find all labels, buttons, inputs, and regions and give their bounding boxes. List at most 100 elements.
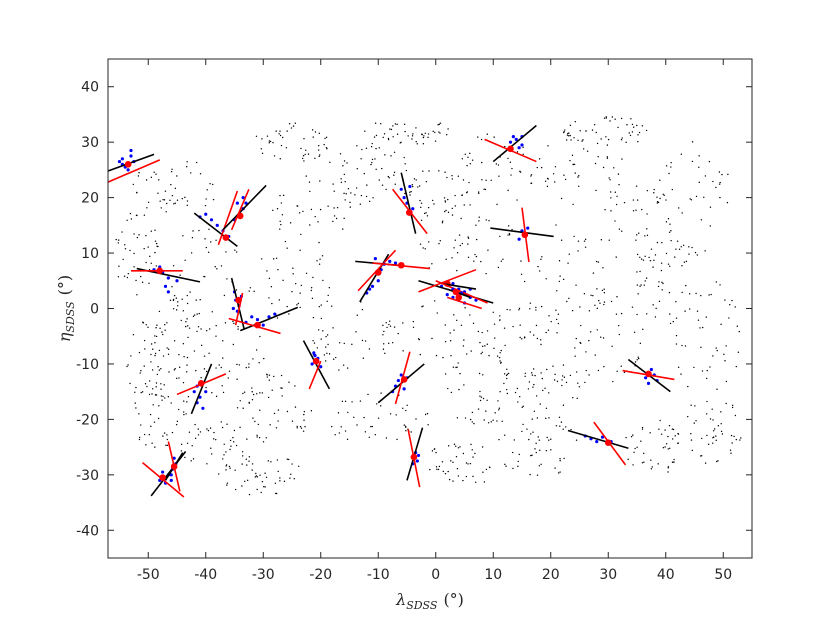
group [490, 207, 554, 263]
background-point [719, 181, 721, 184]
background-point [215, 239, 217, 242]
background-point [595, 131, 597, 134]
background-point [597, 155, 599, 158]
background-point [169, 299, 172, 302]
background-point [555, 318, 558, 321]
background-point [546, 436, 548, 439]
background-point [445, 134, 448, 136]
background-point [519, 170, 521, 173]
background-point [165, 444, 167, 447]
background-point [368, 348, 371, 350]
background-point [335, 217, 338, 220]
background-point [279, 158, 281, 160]
background-point [383, 343, 385, 345]
background-point [164, 397, 166, 399]
background-point [277, 269, 279, 271]
background-point [660, 433, 663, 435]
background-point [124, 244, 126, 246]
background-point [594, 162, 597, 165]
background-point [674, 256, 676, 258]
background-point [310, 286, 313, 289]
background-point [675, 334, 678, 337]
background-point [510, 174, 512, 176]
background-point [459, 446, 461, 448]
background-point [320, 338, 322, 340]
background-point [588, 339, 590, 342]
background-point [235, 289, 238, 291]
background-point [640, 258, 643, 260]
background-point [225, 251, 227, 253]
background-point [255, 135, 258, 138]
background-point [218, 364, 220, 366]
background-point [222, 391, 225, 394]
background-point [712, 355, 714, 357]
background-point [495, 163, 498, 165]
background-point [603, 117, 606, 119]
background-point [639, 270, 641, 273]
background-point [419, 199, 421, 202]
background-point [539, 339, 542, 341]
background-point [482, 471, 484, 473]
background-point [266, 135, 269, 137]
background-point [428, 170, 430, 172]
background-point [455, 366, 457, 369]
background-point [574, 355, 576, 357]
background-point [487, 422, 490, 424]
background-point [474, 253, 476, 256]
background-point [223, 454, 225, 456]
background-point [615, 313, 618, 315]
background-point [276, 459, 279, 461]
background-point [480, 352, 482, 355]
background-point [181, 197, 184, 200]
background-point [186, 356, 189, 359]
background-point [521, 430, 523, 433]
background-point [594, 354, 596, 356]
background-point [667, 466, 670, 468]
background-point [641, 462, 644, 464]
background-point [620, 117, 623, 120]
background-point [290, 127, 293, 129]
background-point [603, 303, 605, 306]
background-point [636, 234, 638, 236]
background-point [256, 476, 259, 478]
background-point [500, 349, 502, 352]
background-point [437, 124, 439, 126]
background-point [309, 190, 311, 193]
background-point [496, 355, 499, 357]
background-point [256, 434, 258, 436]
background-point [729, 304, 731, 306]
background-point [480, 396, 483, 398]
background-point [513, 439, 515, 441]
background-point [304, 153, 306, 156]
background-point [226, 482, 229, 484]
fit-line-black [400, 172, 417, 234]
background-point [710, 293, 712, 296]
background-point [648, 256, 650, 259]
group [228, 306, 299, 335]
background-point [605, 117, 608, 119]
background-point [484, 345, 486, 347]
background-point [228, 465, 231, 468]
background-point [345, 193, 347, 195]
background-point [297, 302, 299, 305]
background-point [665, 221, 668, 223]
background-point [499, 315, 501, 317]
background-point [410, 190, 412, 193]
background-point [195, 299, 197, 301]
background-point [349, 201, 351, 204]
background-point [532, 431, 534, 433]
background-point [182, 310, 185, 312]
background-point [547, 392, 550, 394]
background-point [688, 246, 690, 248]
background-point [378, 179, 380, 181]
background-point [396, 438, 398, 441]
background-point [298, 212, 301, 214]
background-point [657, 285, 660, 288]
background-point [259, 392, 261, 394]
background-point [464, 417, 467, 419]
background-point [371, 158, 374, 161]
background-point [422, 170, 424, 172]
background-point [477, 136, 479, 138]
background-point [706, 400, 708, 403]
background-point [361, 339, 364, 342]
